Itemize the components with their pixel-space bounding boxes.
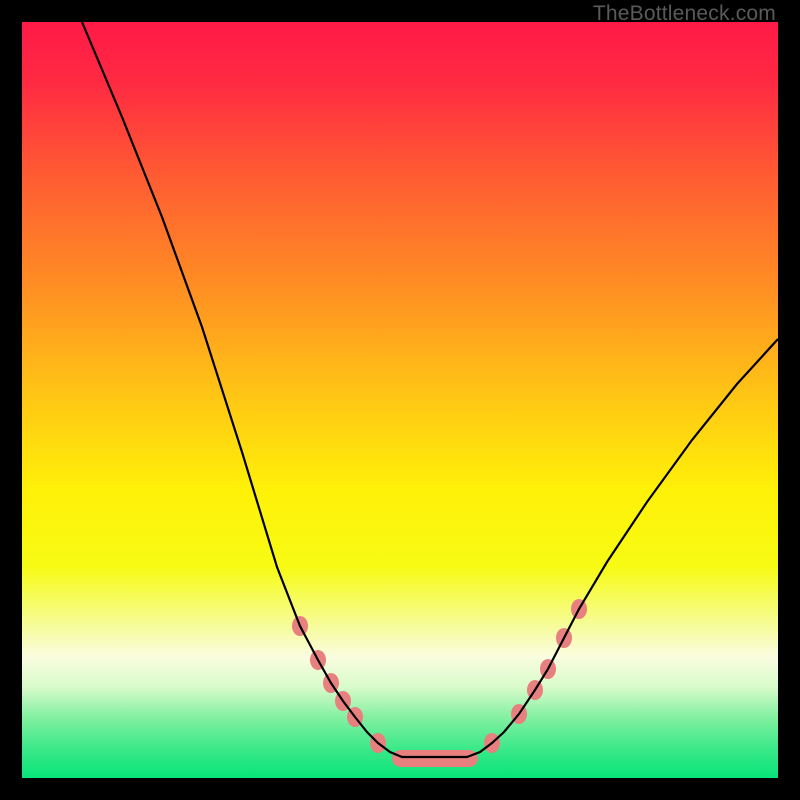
curve-layer (22, 22, 778, 778)
bottleneck-curve (82, 22, 778, 757)
markers-group (292, 599, 587, 767)
chart-container: TheBottleneck.com (0, 0, 800, 800)
watermark-text: TheBottleneck.com (593, 2, 776, 26)
flat-marker (392, 750, 478, 767)
plot-area (22, 22, 778, 778)
